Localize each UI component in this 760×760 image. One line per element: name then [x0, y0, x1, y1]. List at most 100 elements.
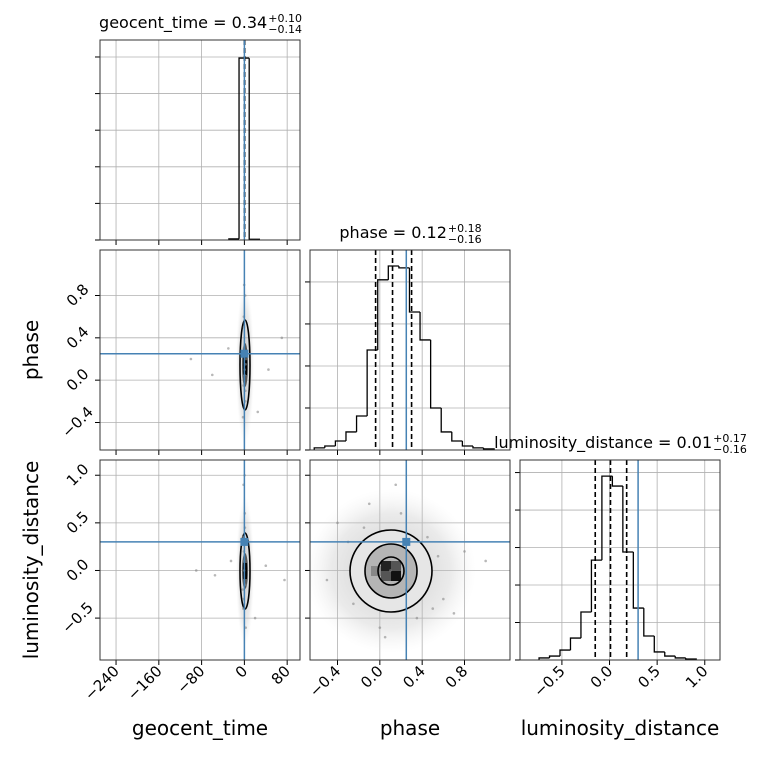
title-sub: −0.16 — [713, 443, 747, 456]
panel-border — [309, 249, 511, 451]
panel-frame — [100, 40, 300, 240]
sample-point — [325, 578, 329, 582]
hist-step — [345, 431, 357, 441]
hist-step — [419, 311, 431, 341]
truth-marker — [240, 537, 249, 546]
title-sub: −0.14 — [268, 23, 302, 36]
y-tick-label: 0.0 — [63, 365, 93, 395]
x-tick-label: 0.0 — [587, 662, 617, 692]
sample-point — [264, 564, 268, 568]
sample-point — [227, 347, 230, 350]
sample-point — [389, 569, 392, 572]
sample-point — [256, 410, 260, 414]
hist-step — [408, 267, 421, 313]
hist-step — [429, 339, 442, 409]
hist-step — [334, 440, 346, 447]
panel-border — [309, 459, 511, 661]
panel-frame — [100, 250, 300, 450]
x-tick-label: 1.0 — [682, 662, 712, 692]
sample-point — [394, 483, 398, 487]
sample-point — [253, 616, 257, 620]
hist-step — [440, 407, 452, 433]
x-tick-label: −0.5 — [530, 662, 568, 700]
y-axis-label: luminosity_distance — [19, 461, 43, 660]
hist-step — [664, 651, 676, 657]
hist-step — [548, 655, 560, 658]
hist-step — [559, 649, 571, 657]
hist-step — [387, 265, 399, 280]
x-tick-label: 0.0 — [357, 662, 387, 692]
x-tick-label: 0.4 — [399, 662, 429, 692]
x-tick-label: 0.8 — [442, 662, 472, 692]
y-tick-label: −0.4 — [58, 403, 96, 441]
hist-step — [674, 656, 686, 659]
y-tick-label: 1.0 — [63, 460, 93, 490]
sample-point — [367, 502, 371, 506]
panel-title: phase = 0.12 — [339, 223, 446, 242]
sample-point — [267, 368, 270, 371]
x-axis-label: luminosity_distance — [521, 716, 720, 740]
truth-marker — [240, 349, 249, 358]
sample-point — [229, 559, 233, 563]
hist-step — [580, 611, 592, 639]
hist-step — [324, 445, 336, 448]
hist-step — [238, 57, 250, 239]
hist-step — [653, 636, 665, 653]
y-tick-label: 0.5 — [63, 508, 93, 538]
panel-title: luminosity_distance = 0.01 — [494, 433, 712, 453]
sample-point — [189, 357, 193, 361]
y-tick-label: 0.0 — [63, 555, 93, 585]
sample-point — [383, 635, 387, 639]
y-tick-label: 0.4 — [63, 323, 93, 353]
panel-border — [519, 459, 721, 661]
hist-step — [482, 447, 495, 450]
panel-border — [99, 39, 301, 241]
sample-point — [436, 554, 440, 558]
hist-step — [366, 349, 378, 416]
x-tick-label: 0 — [232, 662, 251, 681]
sample-point — [280, 336, 284, 340]
sample-point — [283, 578, 286, 582]
y-tick-label: 0.8 — [63, 280, 93, 310]
sample-point — [452, 612, 456, 615]
sample-point — [484, 559, 487, 563]
title-sub: −0.16 — [448, 233, 482, 246]
sample-point — [362, 526, 366, 529]
sample-point — [194, 569, 198, 572]
panel-frame — [100, 460, 300, 660]
hist-step — [313, 447, 325, 450]
title-sup: +0.10 — [268, 12, 302, 25]
x-tick-label: 80 — [268, 662, 294, 688]
sample-point — [210, 373, 214, 377]
y-axis-label: phase — [19, 320, 43, 380]
hist-step — [611, 476, 623, 487]
panel-border — [99, 459, 301, 661]
sample-point — [244, 357, 248, 361]
panel-border — [99, 249, 301, 451]
sample-point — [442, 597, 445, 601]
panel-title: geocent_time = 0.34 — [99, 13, 267, 33]
hist-step — [377, 279, 389, 350]
x-tick-label: −80 — [173, 662, 208, 697]
panel-frame — [520, 460, 720, 660]
title-sup: +0.17 — [713, 432, 747, 445]
hist-step — [643, 608, 655, 637]
hist-step — [590, 559, 602, 613]
y-tick-label: −0.5 — [58, 598, 96, 636]
title-sup: +0.18 — [448, 222, 482, 235]
hist-step — [451, 431, 463, 442]
hist-step — [601, 475, 613, 561]
sample-point — [241, 588, 245, 591]
hist-step — [622, 486, 634, 553]
truth-marker — [402, 537, 411, 546]
sample-point — [336, 521, 339, 525]
sample-point — [431, 607, 435, 610]
x-tick-label: −240 — [81, 662, 123, 704]
sample-point — [426, 535, 429, 539]
sample-point — [352, 602, 355, 606]
x-tick-label: 0.5 — [634, 662, 664, 692]
hist-step — [472, 446, 484, 449]
hist-step — [632, 552, 644, 609]
x-axis-label: phase — [380, 716, 440, 740]
